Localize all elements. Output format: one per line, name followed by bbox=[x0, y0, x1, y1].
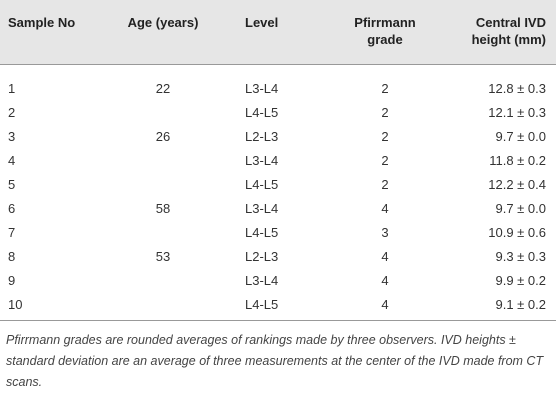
table-cell: L4-L5 bbox=[245, 225, 279, 240]
table-cell: 10.9 ± 0.6 bbox=[488, 225, 546, 240]
table-cell: 3 bbox=[8, 129, 16, 144]
table-cell: 12.1 ± 0.3 bbox=[488, 105, 546, 120]
column-header: Age (years) bbox=[127, 15, 199, 30]
table-cell: 9.9 ± 0.2 bbox=[495, 273, 546, 288]
table-cell: L3-L4 bbox=[245, 201, 279, 216]
table-cell: 2 bbox=[381, 177, 389, 192]
table-cell: 2 bbox=[381, 153, 389, 168]
table-cell: 2 bbox=[381, 105, 389, 120]
table-cell: 9.7 ± 0.0 bbox=[495, 201, 546, 216]
table-cell: 5 bbox=[8, 177, 16, 192]
table-cell: 58 bbox=[155, 201, 171, 216]
table-cell: 11.8 ± 0.2 bbox=[489, 153, 546, 168]
table-cell: 12.8 ± 0.3 bbox=[488, 81, 546, 96]
table-rule bbox=[0, 320, 556, 321]
table-cell: 53 bbox=[155, 249, 171, 264]
table-cell: 2 bbox=[381, 81, 389, 96]
table-cell: 9.3 ± 0.3 bbox=[495, 249, 546, 264]
column-header: Sample No bbox=[8, 15, 76, 30]
table-cell: 22 bbox=[155, 81, 171, 96]
table-cell: 9.7 ± 0.0 bbox=[495, 129, 546, 144]
table-cell: 6 bbox=[8, 201, 16, 216]
table-cell: 4 bbox=[381, 273, 389, 288]
table-cell: L2-L3 bbox=[245, 129, 279, 144]
table-cell: 9 bbox=[8, 273, 16, 288]
table-cell: 4 bbox=[8, 153, 16, 168]
table-cell: 1 bbox=[8, 81, 16, 96]
column-header: Pfirrmann grade bbox=[354, 15, 416, 47]
table-cell: L4-L5 bbox=[245, 177, 279, 192]
table-cell: 26 bbox=[155, 129, 171, 144]
table-cell: L4-L5 bbox=[245, 297, 279, 312]
table-cell: 3 bbox=[381, 225, 389, 240]
table-cell: L3-L4 bbox=[245, 273, 279, 288]
table-cell: 4 bbox=[381, 201, 389, 216]
table-cell: L2-L3 bbox=[245, 249, 279, 264]
table-cell: 2 bbox=[381, 129, 389, 144]
header-band bbox=[0, 0, 556, 65]
table-cell: L3-L4 bbox=[245, 153, 279, 168]
table-cell: 10 bbox=[8, 297, 23, 312]
table-cell: L4-L5 bbox=[245, 105, 279, 120]
table-cell: L3-L4 bbox=[245, 81, 279, 96]
table-cell: 4 bbox=[381, 249, 389, 264]
table-cell: 7 bbox=[8, 225, 16, 240]
table-cell: 8 bbox=[8, 249, 16, 264]
table-cell: 2 bbox=[8, 105, 16, 120]
column-header: Level bbox=[245, 15, 279, 30]
table-cell: 4 bbox=[381, 297, 389, 312]
table-cell: 9.1 ± 0.2 bbox=[495, 297, 546, 312]
table-cell: 12.2 ± 0.4 bbox=[488, 177, 546, 192]
footnote: Pfirrmann grades are rounded averages of… bbox=[6, 333, 544, 389]
column-header: Central IVD height (mm) bbox=[471, 15, 546, 47]
